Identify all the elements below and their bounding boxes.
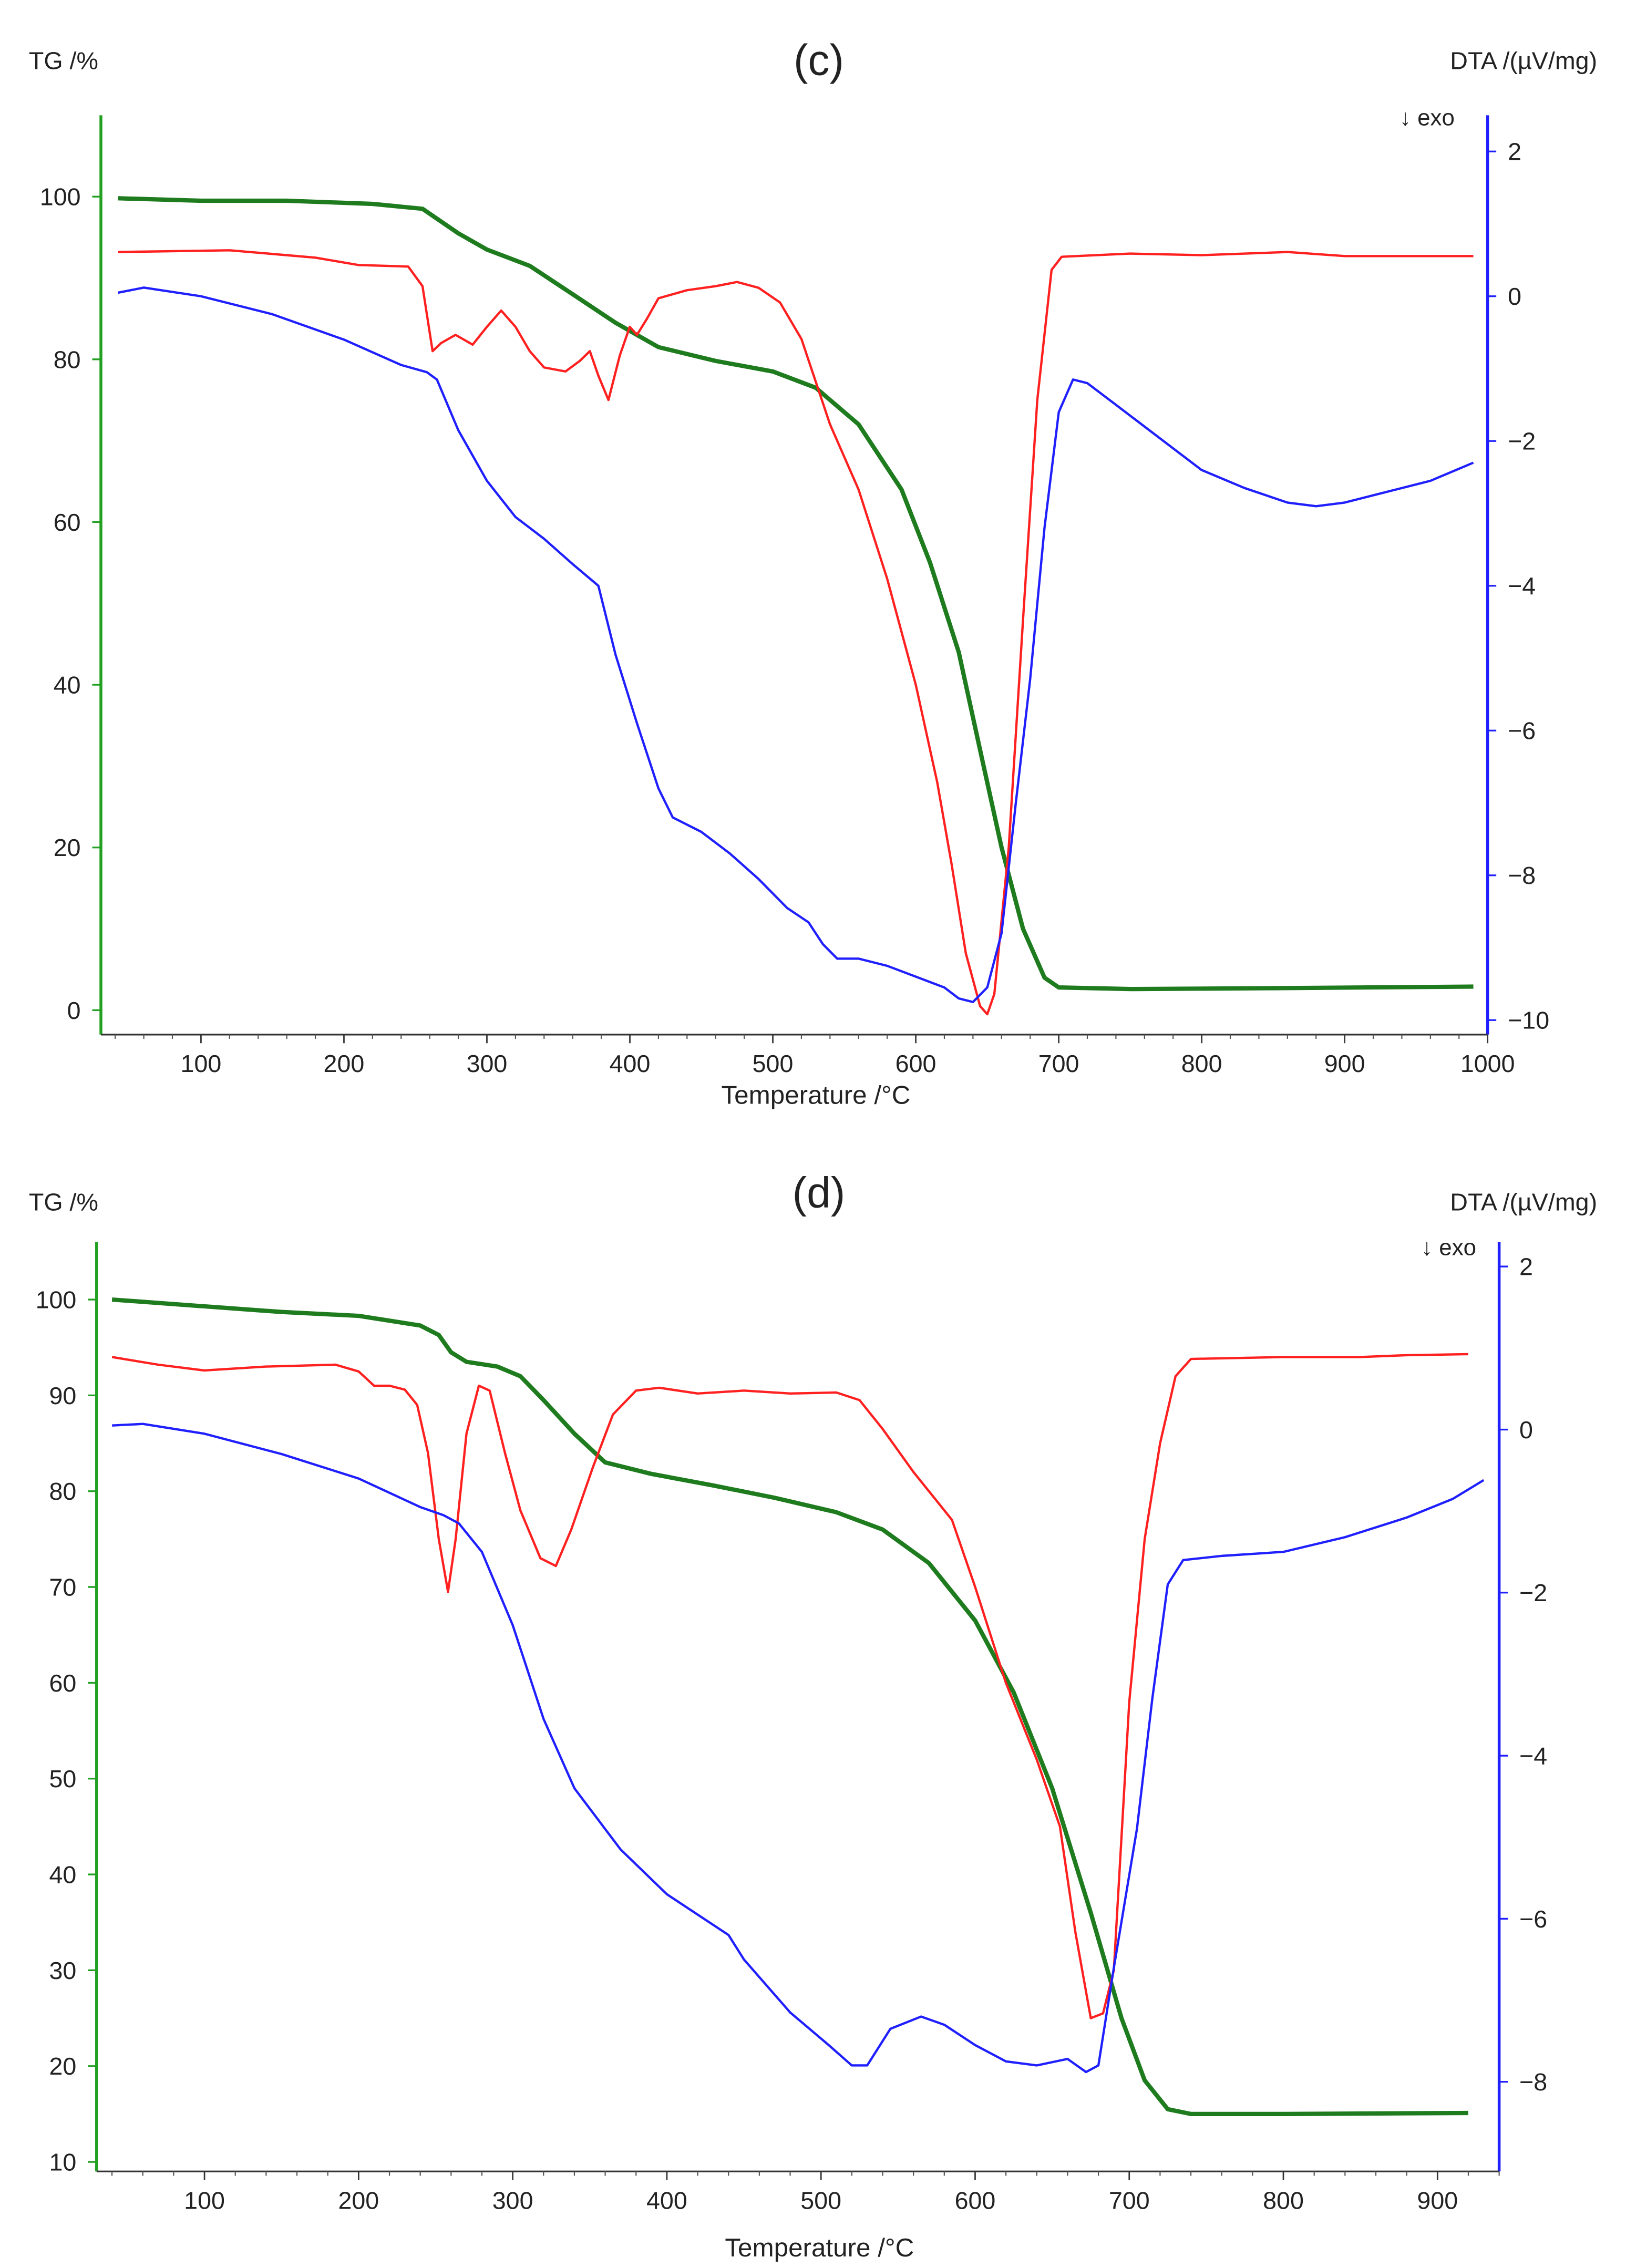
right-y-tick-label: 0 bbox=[1508, 283, 1521, 310]
right-y-tick-label: −2 bbox=[1508, 428, 1536, 455]
left-y-tick-label: 20 bbox=[54, 834, 81, 861]
x-tick-label: 300 bbox=[467, 1050, 508, 1077]
panel-label: (c) bbox=[794, 37, 844, 85]
left-axis-title: TG /% bbox=[29, 1188, 98, 1215]
left-y-tick-label: 80 bbox=[49, 1478, 77, 1505]
x-tick-label: 700 bbox=[1038, 1050, 1079, 1077]
x-tick-label: 100 bbox=[181, 1050, 222, 1077]
dta-red-curve bbox=[118, 249, 1474, 1016]
x-axis-title: Temperature /°C bbox=[722, 1080, 911, 1109]
x-tick-label: 800 bbox=[1181, 1050, 1222, 1077]
left-y-tick-label: 0 bbox=[67, 997, 81, 1024]
panel-d: 100 200 300 400 500 600 700 800 9001020304050607… bbox=[29, 1169, 1597, 2262]
x-tick-label: 600 bbox=[896, 1050, 937, 1077]
left-axis-title: TG /% bbox=[29, 47, 98, 75]
tg-curve bbox=[111, 1297, 1468, 2116]
exo-marker: ↓ exo bbox=[1399, 105, 1455, 131]
left-y-tick-label: 80 bbox=[54, 346, 81, 373]
right-y-tick-label: −10 bbox=[1508, 1007, 1549, 1034]
x-tick-label: 900 bbox=[1324, 1050, 1365, 1077]
panel-label: (d) bbox=[793, 1169, 846, 1217]
x-tick-label: 100 bbox=[184, 2187, 225, 2214]
x-tick-label: 400 bbox=[646, 2187, 687, 2214]
right-y-tick-label: −4 bbox=[1519, 1743, 1547, 1770]
right-y-tick-label: −2 bbox=[1519, 1579, 1547, 1606]
left-y-tick-label: 100 bbox=[36, 1286, 77, 1314]
x-tick-label: 200 bbox=[338, 2187, 379, 2214]
x-tick-label: 900 bbox=[1417, 2187, 1458, 2214]
right-y-tick-label: −4 bbox=[1508, 572, 1536, 600]
x-tick-label: 300 bbox=[492, 2187, 533, 2214]
right-axis-title: DTA /(µV/mg) bbox=[1450, 47, 1597, 75]
right-y-tick-label: 2 bbox=[1508, 138, 1521, 166]
dta-blue-curve bbox=[118, 286, 1474, 1004]
x-axis-title: Temperature /°C bbox=[725, 2233, 914, 2262]
left-y-tick-label: 20 bbox=[49, 2053, 77, 2080]
left-y-tick-label: 60 bbox=[54, 509, 81, 536]
x-tick-label: 400 bbox=[610, 1050, 651, 1077]
dta-blue-curve bbox=[112, 1422, 1485, 2074]
left-y-tick-label: 40 bbox=[54, 672, 81, 699]
left-y-tick-label: 30 bbox=[49, 1957, 77, 1984]
left-y-tick-label: 50 bbox=[49, 1765, 77, 1792]
right-y-tick-label: 2 bbox=[1519, 1253, 1533, 1281]
x-tick-label: 200 bbox=[324, 1050, 365, 1077]
right-y-tick-label: 0 bbox=[1519, 1416, 1533, 1444]
right-y-tick-label: −8 bbox=[1508, 862, 1536, 889]
x-tick-label: 500 bbox=[800, 2187, 841, 2214]
x-tick-label: 800 bbox=[1263, 2187, 1304, 2214]
x-tick-label: 500 bbox=[753, 1050, 794, 1077]
left-y-tick-label: 60 bbox=[49, 1669, 77, 1697]
left-y-tick-label: 40 bbox=[49, 1861, 77, 1889]
left-y-tick-label: 90 bbox=[49, 1382, 77, 1409]
x-tick-label: 700 bbox=[1109, 2187, 1150, 2214]
panel-c: 100 200 300 400 500 600 700 800 900 1000020406080… bbox=[29, 37, 1597, 1110]
dta-red-curve bbox=[111, 1353, 1468, 2019]
left-y-tick-label: 70 bbox=[49, 1574, 77, 1601]
exo-marker: ↓ exo bbox=[1421, 1234, 1476, 1260]
right-y-tick-label: −6 bbox=[1508, 717, 1536, 745]
left-y-tick-label: 10 bbox=[49, 2149, 77, 2176]
x-tick-label: 1000 bbox=[1460, 1050, 1515, 1077]
right-y-tick-label: −6 bbox=[1519, 1905, 1547, 1933]
right-y-tick-label: −8 bbox=[1519, 2068, 1547, 2096]
right-axis-title: DTA /(µV/mg) bbox=[1450, 1188, 1597, 1215]
left-y-tick-label: 100 bbox=[40, 183, 81, 211]
tg-curve bbox=[118, 196, 1474, 992]
x-tick-label: 600 bbox=[955, 2187, 996, 2214]
